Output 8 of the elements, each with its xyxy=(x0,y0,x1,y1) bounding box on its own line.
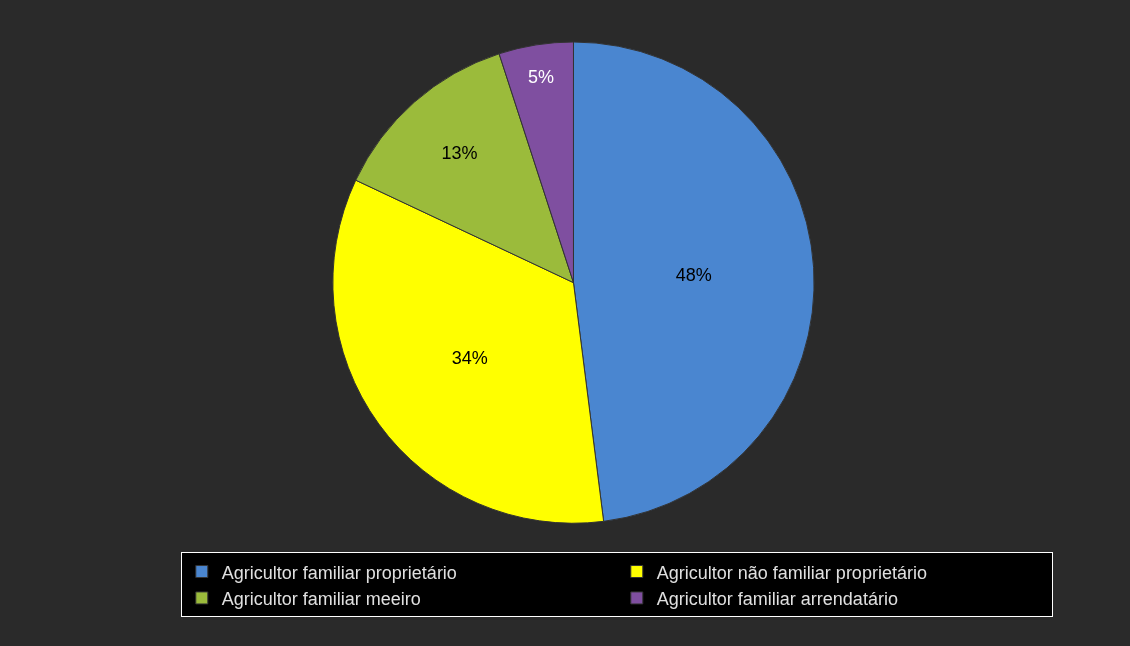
legend-label: Agricultor familiar arrendatário xyxy=(656,588,898,609)
data-label: 5% xyxy=(527,67,554,88)
data-label: 48% xyxy=(675,265,712,286)
data-label: 34% xyxy=(451,348,488,369)
data-label: 13% xyxy=(441,143,478,164)
legend-label: Agricultor familiar proprietário xyxy=(221,562,457,583)
legend-label: Agricultor familiar meeiro xyxy=(221,588,421,609)
legend-label: Agricultor não familiar proprietário xyxy=(656,562,927,583)
